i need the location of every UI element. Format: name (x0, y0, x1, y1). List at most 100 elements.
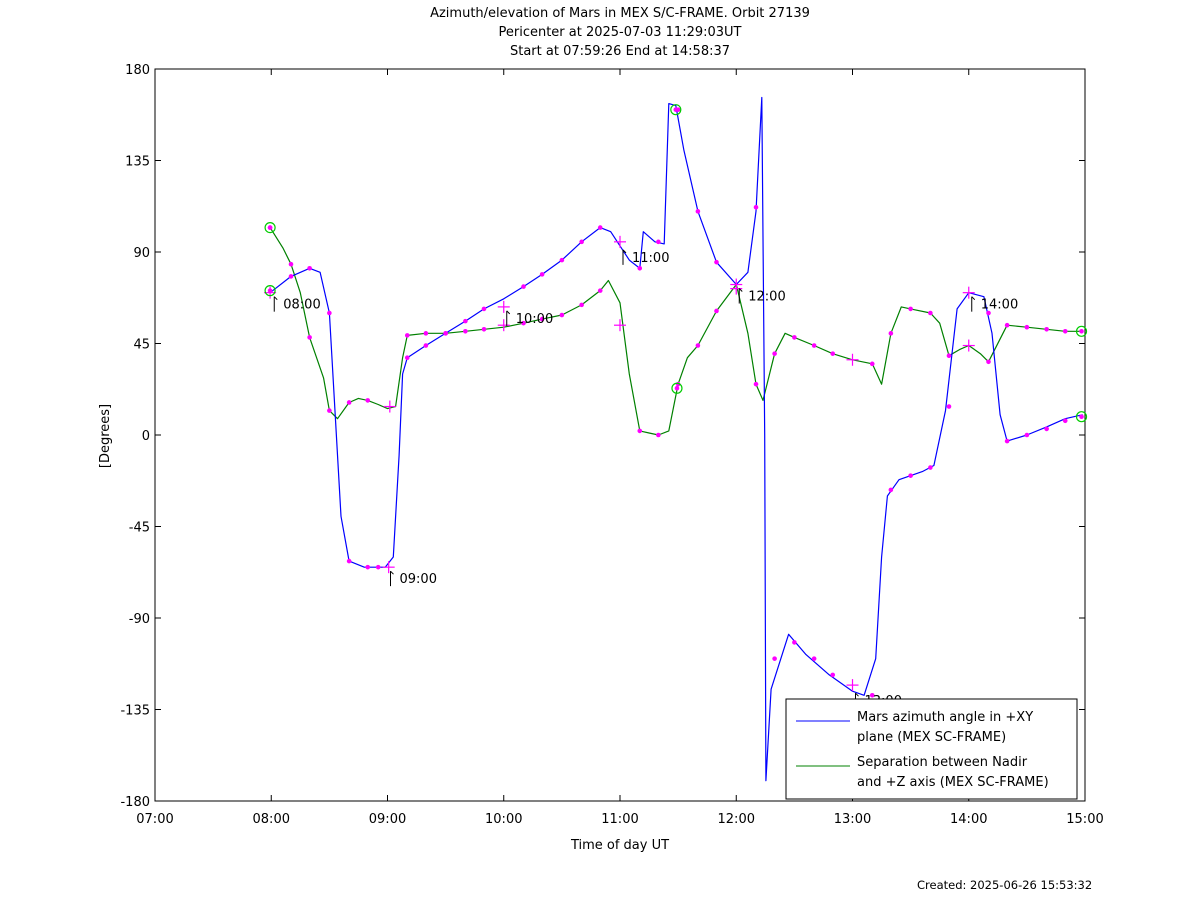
time-annotation: 09:00 (390, 570, 437, 587)
endpoint-circle-marker (670, 104, 682, 116)
sample-marker (888, 487, 894, 493)
sample-marker (946, 404, 952, 409)
x-tick-label: 10:00 (485, 812, 522, 827)
sample-marker (375, 564, 381, 570)
sample-marker (423, 331, 429, 336)
sample-marker (888, 331, 894, 336)
y-tick-label: -90 (129, 612, 150, 627)
endpoint-dot (673, 107, 679, 112)
x-tick-label: 14:00 (950, 812, 987, 827)
sample-marker (772, 656, 777, 661)
y-tick-label: 0 (142, 429, 150, 444)
sample-marker (792, 335, 797, 340)
sample-marker (830, 672, 836, 678)
x-tick-label: 12:00 (718, 812, 755, 827)
endpoint-circle-marker (264, 222, 276, 234)
sample-marker (869, 361, 875, 367)
endpoint-dot (1079, 414, 1084, 420)
sample-marker (597, 288, 603, 293)
azimuth-series-line (269, 96, 1083, 782)
plot-frame (154, 68, 1086, 802)
legend-label-azimuth-2: plane (MEX SC-FRAME) (857, 730, 1006, 745)
sample-marker (307, 265, 312, 271)
y-tick-label: 135 (125, 155, 150, 170)
sample-marker (695, 209, 701, 214)
sample-marker (908, 306, 913, 312)
hour-cross-marker (383, 400, 396, 413)
pericenter-line: Pericenter at 2025-07-03 11:29:03UT (498, 25, 742, 40)
sample-marker (443, 331, 448, 336)
marker-layer (264, 104, 1088, 698)
time-span-line: Start at 07:59:26 End at 14:58:37 (509, 44, 731, 59)
sample-marker (539, 316, 545, 322)
sample-marker (346, 558, 352, 564)
endpoint-dot (267, 288, 273, 293)
sample-marker (637, 428, 643, 434)
time-annotation: 11:00 (622, 249, 669, 266)
time-annotation: 08:00 (273, 296, 321, 313)
endpoint-dot (1079, 329, 1084, 334)
sample-marker (1024, 432, 1030, 438)
sample-marker (811, 656, 817, 661)
separation-series-line (269, 227, 1083, 436)
sample-marker (928, 310, 933, 316)
time-annotation-label: 14:00 (981, 298, 1018, 313)
sample-marker (346, 400, 352, 405)
sample-marker (714, 308, 719, 314)
sample-marker (946, 353, 952, 359)
sample-marker (404, 355, 410, 361)
legend-label-azimuth-1: Mars azimuth angle in +XY (857, 710, 1033, 725)
sample-marker (830, 351, 836, 356)
sample-marker (1004, 322, 1010, 328)
y-tick-label: 90 (133, 246, 150, 261)
time-annotation-label: 08:00 (283, 298, 320, 313)
endpoint-circle-marker (1075, 411, 1088, 423)
sample-marker (463, 329, 468, 334)
sample-marker (637, 265, 643, 271)
sample-marker (365, 398, 371, 403)
endpoint-circle-marker (671, 382, 683, 394)
sample-marker (753, 204, 759, 210)
hour-cross-marker (614, 235, 626, 248)
time-annotation: 14:00 (971, 296, 1018, 313)
legend-label-separation-1: Separation between Nadir (857, 755, 1028, 770)
sample-marker (288, 261, 294, 267)
sample-marker (521, 320, 526, 326)
time-annotation-label: 10:00 (516, 312, 553, 327)
hour-cross-marker (497, 300, 510, 313)
sample-marker (579, 239, 584, 245)
sample-marker (986, 359, 991, 365)
sample-marker (521, 284, 526, 289)
sample-marker (1044, 326, 1049, 332)
sample-marker (559, 257, 565, 263)
time-annotation: 12:00 (738, 288, 786, 305)
sample-marker (579, 302, 584, 308)
sample-marker (986, 310, 991, 316)
sample-marker (695, 343, 701, 348)
x-tick-label: 15:00 (1066, 812, 1103, 827)
sample-marker (404, 333, 410, 338)
sample-marker (463, 318, 468, 324)
sample-marker (481, 306, 487, 312)
created-timestamp: Created: 2025-06-26 15:53:32 (917, 878, 1093, 892)
chart-title: Azimuth/elevation of Mars in MEX S/C-FRA… (430, 6, 810, 21)
sample-marker (307, 335, 312, 340)
sample-marker (1062, 329, 1068, 334)
y-tick-label: -45 (129, 521, 150, 536)
sample-marker (869, 692, 875, 698)
sample-marker (423, 343, 429, 348)
x-tick-label: 08:00 (253, 812, 290, 827)
sample-marker (288, 274, 294, 279)
sample-marker (656, 432, 661, 438)
hour-cross-marker (962, 339, 975, 352)
sample-marker (1044, 426, 1049, 432)
time-annotation-label: 11:00 (632, 251, 669, 266)
sample-marker (539, 272, 545, 277)
sample-marker (559, 312, 565, 318)
hour-cross-marker (614, 319, 626, 332)
sample-marker (792, 640, 797, 645)
sample-marker (1062, 418, 1068, 424)
sample-marker (928, 465, 933, 470)
